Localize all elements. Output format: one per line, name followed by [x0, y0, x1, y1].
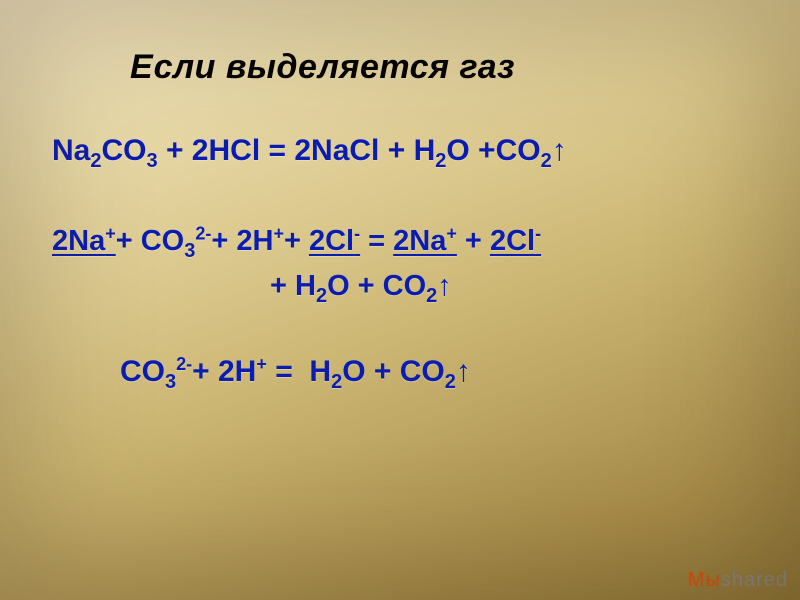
- gas-arrow-icon: ↑: [456, 355, 471, 388]
- watermark-shared: shared: [721, 569, 788, 591]
- watermark: Мыshared: [688, 569, 788, 592]
- equation-full-ionic-line1: 2Na++ CO32-+ 2H++ 2Cl- = 2Na+ + 2Cl-: [52, 222, 760, 261]
- gas-arrow-icon: ↑: [552, 134, 567, 167]
- equation-molecular: Na2CO3 + 2HCl = 2NaCl + H2O +CO2↑: [52, 131, 760, 172]
- gas-arrow-icon: ↑: [437, 270, 452, 302]
- watermark-my: Мы: [688, 569, 721, 591]
- equation-full-ionic-line2: + H2O + CO2↑: [270, 267, 760, 306]
- slide-title: Если выделяется газ: [130, 48, 760, 87]
- equation-net-ionic: CO32-+ 2H+ = H2O + CO2↑: [120, 352, 760, 393]
- equals-sign: =: [268, 134, 286, 167]
